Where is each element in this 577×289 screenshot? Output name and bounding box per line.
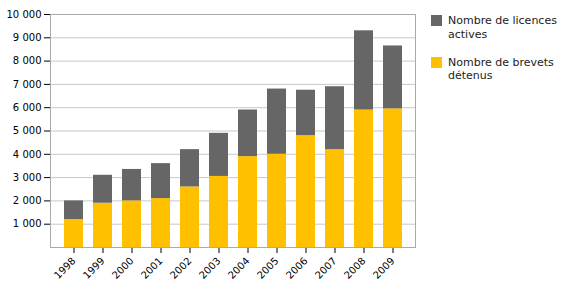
svg-text:2003: 2003 [197,255,223,281]
svg-text:5 000: 5 000 [13,125,42,136]
svg-text:2004: 2004 [226,255,252,281]
svg-text:2006: 2006 [284,255,310,281]
html-text:Nombre de licences actives: Nombre de licences actives [448,14,557,41]
svg-text:3 000: 3 000 [13,172,42,183]
svg-text:4 000: 4 000 [13,149,42,160]
svg-text:1998: 1998 [52,255,78,281]
svg-text:2007: 2007 [313,255,339,281]
html-text:Nombre de brevets détenus: Nombre de brevets détenus [448,55,554,83]
svg-text:1999: 1999 [81,255,107,281]
svg-text:2002: 2002 [168,255,194,281]
svg-text:2005: 2005 [255,255,281,281]
svg-text:9 000: 9 000 [13,32,42,43]
svg-text:1 000: 1 000 [13,218,42,229]
svg-text:2008: 2008 [342,255,368,281]
svg-text:2001: 2001 [139,255,165,281]
svg-text:8 000: 8 000 [13,55,42,66]
svg-text:2 000: 2 000 [13,195,42,206]
svg-text:2009: 2009 [371,255,397,281]
svg-text:2000: 2000 [110,255,136,281]
svg-text:10 000: 10 000 [7,9,42,20]
svg-text:6 000: 6 000 [13,102,42,113]
svg-text:7 000: 7 000 [13,79,42,90]
